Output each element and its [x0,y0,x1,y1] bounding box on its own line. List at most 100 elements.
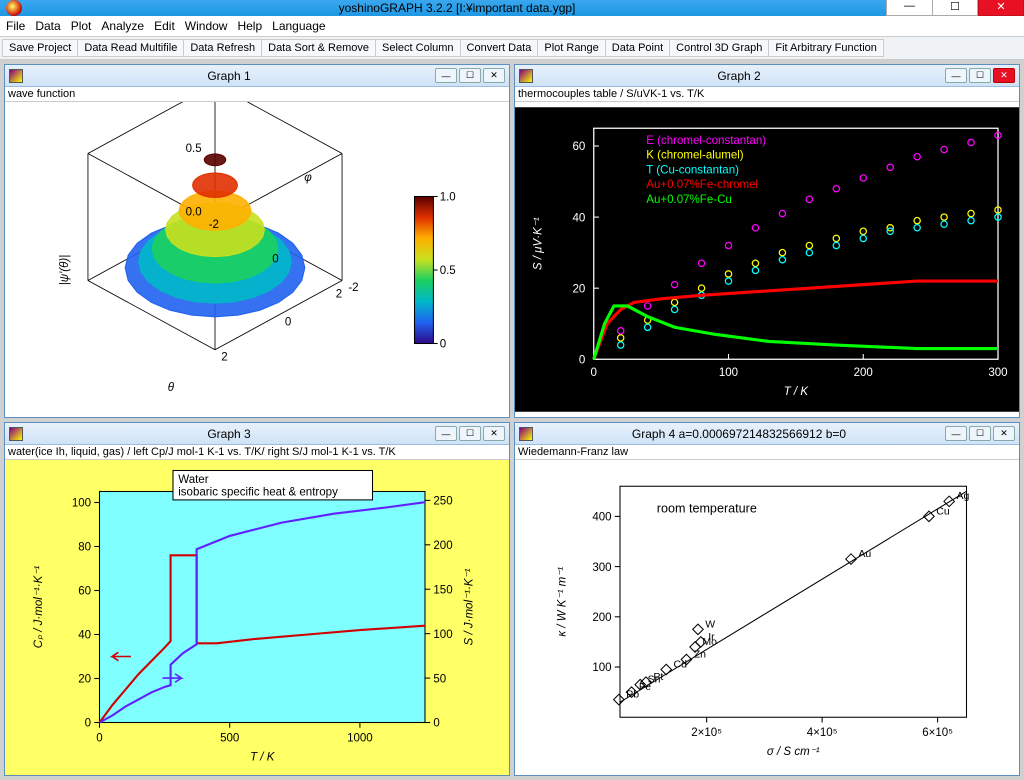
svg-text:T (Cu-constantan): T (Cu-constantan) [646,164,739,176]
menu-language[interactable]: Language [272,19,325,33]
graph2-titlebar[interactable]: Graph 2 — ☐ ✕ [515,65,1019,87]
graph1-window: Graph 1 — ☐ ✕ wave function |ψ'(θ)|θφ0.0… [4,64,510,418]
tool-data-point[interactable]: Data Point [605,39,670,57]
svg-text:S / J·mol⁻¹·K⁻¹: S / J·mol⁻¹·K⁻¹ [463,568,475,645]
close-button[interactable]: ✕ [978,0,1024,16]
menu-edit[interactable]: Edit [154,19,175,33]
menu-file[interactable]: File [6,19,25,33]
svg-text:Au: Au [858,548,871,560]
graph1-titlebar[interactable]: Graph 1 — ☐ ✕ [5,65,509,87]
graph4-titlebar[interactable]: Graph 4 a=0.000697214832566912 b=0 — ☐ ✕ [515,423,1019,445]
svg-text:Au+0.07%Fe-chromel: Au+0.07%Fe-chromel [646,179,758,191]
graph1-title: Graph 1 [27,69,431,83]
mdi-area: Graph 1 — ☐ ✕ wave function |ψ'(θ)|θφ0.0… [0,60,1024,780]
tool-save-project[interactable]: Save Project [2,39,78,57]
svg-text:40: 40 [78,630,91,642]
graph4-close-button[interactable]: ✕ [993,426,1015,441]
tool-data-sort-remove[interactable]: Data Sort & Remove [261,39,376,57]
menu-data[interactable]: Data [35,19,60,33]
svg-text:0.0: 0.0 [186,206,202,218]
graph3-plot[interactable]: 05001000020406080100050100150200250T / K… [5,460,509,775]
graph2-subtitle: thermocouples table / S/uVK-1 vs. T/K [515,87,1019,102]
svg-text:500: 500 [220,732,239,744]
svg-text:θ: θ [168,382,175,394]
menu-help[interactable]: Help [237,19,262,33]
graph-icon [519,427,533,441]
svg-text:250: 250 [433,496,452,508]
graph2-plot[interactable]: 01002003000204060T / KS / μV·K⁻¹E (chrom… [515,102,1019,417]
tool-control-3d-graph[interactable]: Control 3D Graph [669,39,769,57]
svg-text:S / μV·K⁻¹: S / μV·K⁻¹ [532,217,544,270]
graph4-window: Graph 4 a=0.000697214832566912 b=0 — ☐ ✕… [514,422,1020,776]
tool-fit-arbitrary-function[interactable]: Fit Arbitrary Function [768,39,883,57]
svg-text:0: 0 [85,718,91,730]
menu-window[interactable]: Window [185,19,228,33]
graph2-minimize-button[interactable]: — [945,68,967,83]
svg-text:80: 80 [78,542,91,554]
svg-text:20: 20 [573,283,586,295]
maximize-button[interactable]: ☐ [932,0,978,16]
svg-text:0: 0 [591,367,597,379]
graph2-maximize-button[interactable]: ☐ [969,68,991,83]
svg-text:0.5: 0.5 [186,143,202,155]
svg-text:100: 100 [592,662,611,674]
svg-text:κ / W K⁻¹ m⁻¹: κ / W K⁻¹ m⁻¹ [556,567,568,637]
svg-text:2: 2 [221,351,227,363]
graph3-maximize-button[interactable]: ☐ [459,426,481,441]
graph4-maximize-button[interactable]: ☐ [969,426,991,441]
svg-text:Ir: Ir [708,631,715,643]
svg-text:Au+0.07%Fe-Cu: Au+0.07%Fe-Cu [646,194,732,206]
graph1-close-button[interactable]: ✕ [483,68,505,83]
svg-text:Pt: Pt [653,671,663,683]
graph1-maximize-button[interactable]: ☐ [459,68,481,83]
tool-select-column[interactable]: Select Column [375,39,461,57]
svg-text:2: 2 [336,288,342,300]
graph2-close-button[interactable]: ✕ [993,68,1015,83]
svg-text:200: 200 [592,612,611,624]
svg-text:60: 60 [573,141,586,153]
svg-text:400: 400 [592,512,611,524]
menu-analyze[interactable]: Analyze [101,19,144,33]
tool-data-read-multifile[interactable]: Data Read Multifile [77,39,184,57]
svg-text:T / K: T / K [784,386,810,398]
tool-convert-data[interactable]: Convert Data [460,39,539,57]
svg-text:100: 100 [433,629,452,641]
app-icon [6,0,22,16]
svg-text:Zn: Zn [694,648,706,660]
svg-text:Ag: Ag [957,490,970,502]
svg-text:20: 20 [78,674,91,686]
graph-icon [9,69,23,83]
menu-plot[interactable]: Plot [71,19,92,33]
tool-data-refresh[interactable]: Data Refresh [183,39,262,57]
svg-text:T / K: T / K [250,751,276,763]
svg-text:Water: Water [178,474,208,486]
graph3-minimize-button[interactable]: — [435,426,457,441]
minimize-button[interactable]: — [886,0,932,16]
svg-text:40: 40 [573,212,586,224]
graph3-close-button[interactable]: ✕ [483,426,505,441]
svg-text:-2: -2 [209,219,219,231]
svg-text:2×10⁵: 2×10⁵ [691,727,722,739]
toolbar: Save ProjectData Read MultifileData Refr… [0,37,1024,60]
graph2-title: Graph 2 [537,69,941,83]
tool-plot-range[interactable]: Plot Range [537,39,605,57]
graph3-titlebar[interactable]: Graph 3 — ☐ ✕ [5,423,509,445]
menubar: File Data Plot Analyze Edit Window Help Languag… [0,16,1024,37]
graph4-minimize-button[interactable]: — [945,426,967,441]
graph1-minimize-button[interactable]: — [435,68,457,83]
svg-text:300: 300 [592,562,611,574]
svg-text:200: 200 [854,367,873,379]
svg-text:0: 0 [96,732,102,744]
svg-text:0: 0 [433,718,439,730]
graph1-subtitle: wave function [5,87,509,102]
svg-text:0: 0 [579,354,585,366]
graph1-plot[interactable]: |ψ'(θ)|θφ0.00.51.0-202-20200.51.0 [5,102,509,417]
svg-text:1000: 1000 [347,732,373,744]
svg-text:isobaric specific heat & entro: isobaric specific heat & entropy [178,487,338,499]
svg-text:K (chromel-alumel): K (chromel-alumel) [646,150,744,162]
graph4-plot[interactable]: 2×10⁵4×10⁵6×10⁵100200300400σ / S cm⁻¹κ /… [515,460,1019,775]
graph-icon [519,69,533,83]
svg-text:E (chromel-constantan): E (chromel-constantan) [646,135,766,147]
svg-text:4×10⁵: 4×10⁵ [807,727,838,739]
graph3-subtitle: water(ice Ih, liquid, gas) / left Cp/J m… [5,445,509,460]
